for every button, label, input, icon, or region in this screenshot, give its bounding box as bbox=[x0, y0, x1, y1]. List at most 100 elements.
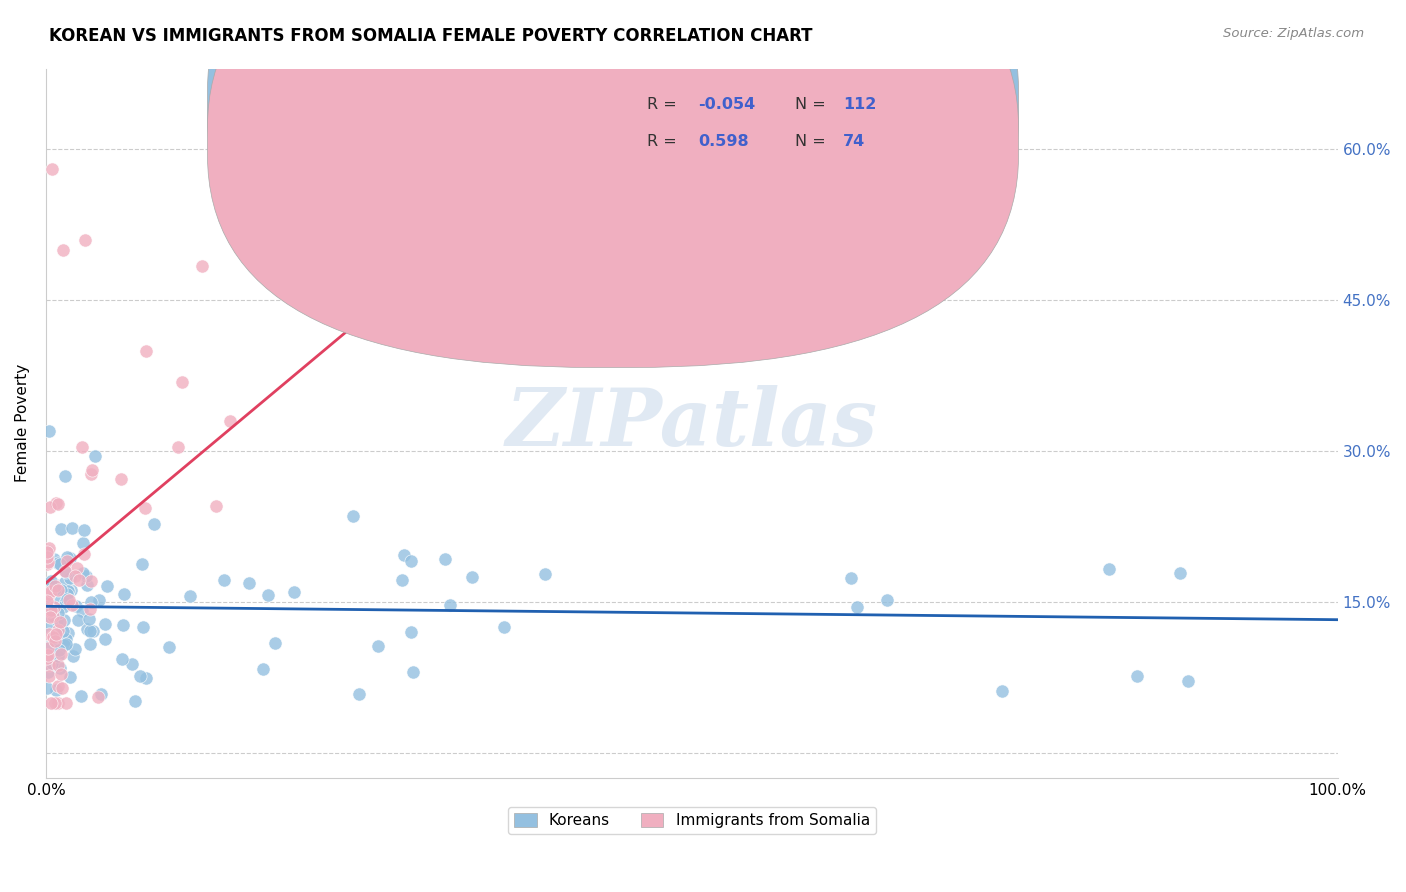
Text: 112: 112 bbox=[844, 97, 876, 112]
Point bbox=[218, 414, 240, 428]
Point bbox=[41, 162, 63, 177]
Point bbox=[172, 376, 194, 390]
Point bbox=[73, 523, 96, 537]
Point bbox=[35, 549, 58, 564]
Point bbox=[52, 638, 75, 652]
Point bbox=[83, 449, 105, 463]
Point bbox=[212, 573, 235, 587]
Point bbox=[67, 613, 90, 627]
Point bbox=[387, 162, 409, 177]
Point bbox=[35, 651, 58, 665]
Point bbox=[39, 603, 62, 617]
Point bbox=[67, 573, 90, 587]
Point bbox=[56, 583, 79, 598]
Point bbox=[73, 547, 96, 561]
Point bbox=[49, 615, 72, 630]
Point bbox=[46, 648, 69, 663]
Point bbox=[42, 630, 65, 644]
Point bbox=[135, 343, 157, 358]
Point bbox=[38, 657, 60, 672]
Point bbox=[76, 622, 98, 636]
Point bbox=[439, 598, 461, 612]
Point bbox=[65, 599, 87, 614]
Point bbox=[56, 587, 79, 601]
Point bbox=[55, 549, 77, 564]
Point bbox=[56, 591, 79, 606]
Point bbox=[131, 558, 153, 572]
Point bbox=[46, 583, 69, 598]
Point bbox=[179, 589, 201, 603]
Point bbox=[132, 620, 155, 634]
Point bbox=[401, 554, 423, 568]
Point bbox=[135, 672, 157, 686]
Point bbox=[39, 584, 62, 599]
Point bbox=[39, 574, 62, 588]
Point bbox=[37, 665, 59, 680]
Point bbox=[94, 632, 117, 646]
Point bbox=[51, 681, 73, 695]
Point bbox=[204, 500, 226, 514]
Point bbox=[401, 624, 423, 639]
Text: R =: R = bbox=[647, 97, 682, 112]
Legend: Koreans, Immigrants from Somalia: Koreans, Immigrants from Somalia bbox=[508, 807, 876, 834]
Point bbox=[58, 582, 80, 597]
Point bbox=[63, 642, 86, 657]
Point bbox=[60, 598, 83, 612]
Point bbox=[252, 662, 274, 676]
Point bbox=[453, 132, 475, 146]
Text: ZIPatlas: ZIPatlas bbox=[506, 384, 877, 462]
Point bbox=[48, 557, 70, 571]
Point bbox=[37, 555, 59, 569]
Point bbox=[349, 686, 371, 700]
Point bbox=[66, 560, 89, 574]
Point bbox=[39, 604, 62, 618]
Point bbox=[46, 679, 69, 693]
FancyBboxPatch shape bbox=[208, 0, 1018, 368]
Point bbox=[59, 550, 82, 565]
Point bbox=[481, 192, 503, 206]
Point bbox=[59, 583, 82, 598]
Text: 0.598: 0.598 bbox=[699, 134, 749, 149]
Point bbox=[1177, 674, 1199, 689]
Point bbox=[46, 696, 69, 710]
Point bbox=[392, 548, 415, 562]
Point bbox=[191, 260, 214, 274]
Point bbox=[45, 578, 67, 592]
Point bbox=[128, 668, 150, 682]
Point bbox=[434, 551, 457, 566]
Y-axis label: Female Poverty: Female Poverty bbox=[15, 364, 30, 483]
Point bbox=[1170, 566, 1192, 581]
Point bbox=[35, 557, 58, 571]
Point bbox=[44, 582, 66, 596]
Point bbox=[134, 501, 156, 516]
Point bbox=[35, 648, 58, 662]
Point bbox=[79, 624, 101, 638]
Point bbox=[63, 569, 86, 583]
Point bbox=[44, 579, 66, 593]
Point bbox=[342, 508, 364, 523]
Point bbox=[59, 571, 82, 585]
Point bbox=[533, 567, 555, 582]
Point bbox=[39, 604, 62, 618]
Text: KOREAN VS IMMIGRANTS FROM SOMALIA FEMALE POVERTY CORRELATION CHART: KOREAN VS IMMIGRANTS FROM SOMALIA FEMALE… bbox=[49, 27, 813, 45]
Point bbox=[90, 687, 112, 701]
Point bbox=[87, 690, 110, 704]
Point bbox=[406, 221, 429, 235]
Point bbox=[46, 498, 69, 512]
Point bbox=[49, 583, 72, 598]
Point bbox=[59, 670, 82, 684]
Point bbox=[73, 233, 96, 247]
Point bbox=[51, 522, 73, 536]
Point bbox=[46, 658, 69, 673]
Point bbox=[77, 612, 100, 626]
Point bbox=[38, 608, 60, 623]
Point bbox=[46, 606, 69, 620]
Point bbox=[44, 633, 66, 648]
Point bbox=[402, 665, 425, 679]
Point bbox=[41, 657, 63, 671]
Point bbox=[52, 243, 75, 257]
Point bbox=[42, 578, 65, 592]
Point bbox=[112, 618, 135, 632]
Point bbox=[37, 591, 59, 606]
Point bbox=[96, 579, 118, 593]
